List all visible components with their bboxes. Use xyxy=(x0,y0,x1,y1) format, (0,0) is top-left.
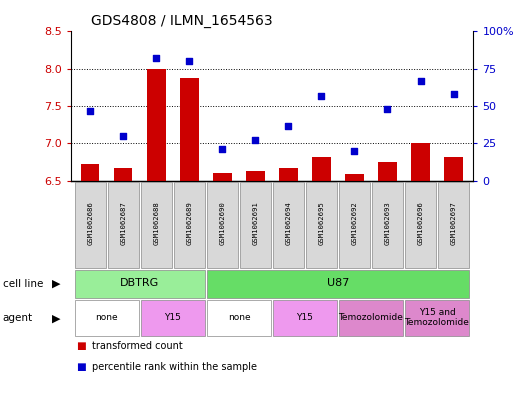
Text: percentile rank within the sample: percentile rank within the sample xyxy=(92,362,256,372)
Point xyxy=(119,133,128,139)
Bar xyxy=(246,171,265,181)
Text: GSM1062691: GSM1062691 xyxy=(253,201,258,245)
FancyBboxPatch shape xyxy=(305,182,337,268)
Bar xyxy=(115,168,132,181)
Text: ▶: ▶ xyxy=(52,279,61,289)
Point xyxy=(383,106,392,112)
FancyBboxPatch shape xyxy=(141,182,172,268)
FancyBboxPatch shape xyxy=(272,300,337,336)
Text: Y15: Y15 xyxy=(297,313,313,322)
Point xyxy=(317,92,326,99)
FancyBboxPatch shape xyxy=(372,182,403,268)
Point xyxy=(449,91,458,97)
Text: U87: U87 xyxy=(327,278,349,288)
Text: GSM1062688: GSM1062688 xyxy=(153,201,160,245)
Text: GSM1062690: GSM1062690 xyxy=(220,201,225,245)
Text: none: none xyxy=(228,313,251,322)
Text: GSM1062696: GSM1062696 xyxy=(417,201,424,245)
Point xyxy=(350,148,359,154)
Text: Y15: Y15 xyxy=(165,313,181,322)
Text: ■: ■ xyxy=(76,341,86,351)
Text: none: none xyxy=(96,313,118,322)
Text: GSM1062686: GSM1062686 xyxy=(87,201,94,245)
FancyBboxPatch shape xyxy=(75,300,139,336)
Text: ▶: ▶ xyxy=(52,313,61,323)
FancyBboxPatch shape xyxy=(405,182,436,268)
FancyBboxPatch shape xyxy=(207,270,469,298)
Point xyxy=(416,77,425,84)
FancyBboxPatch shape xyxy=(174,182,206,268)
Text: transformed count: transformed count xyxy=(92,341,183,351)
Point xyxy=(251,137,259,143)
Text: GSM1062692: GSM1062692 xyxy=(351,201,358,245)
FancyBboxPatch shape xyxy=(141,300,206,336)
Bar xyxy=(412,143,429,181)
Bar xyxy=(445,157,462,181)
Point xyxy=(86,107,95,114)
Bar xyxy=(180,78,199,181)
Point xyxy=(185,58,194,64)
Text: GSM1062697: GSM1062697 xyxy=(450,201,457,245)
Bar xyxy=(279,168,298,181)
Bar xyxy=(345,174,363,181)
Text: Temozolomide: Temozolomide xyxy=(338,313,403,322)
FancyBboxPatch shape xyxy=(75,182,106,268)
Text: DBTRG: DBTRG xyxy=(120,278,160,288)
FancyBboxPatch shape xyxy=(207,300,271,336)
FancyBboxPatch shape xyxy=(240,182,271,268)
FancyBboxPatch shape xyxy=(438,182,469,268)
Text: GSM1062687: GSM1062687 xyxy=(120,201,127,245)
FancyBboxPatch shape xyxy=(108,182,139,268)
Text: Y15 and
Temozolomide: Y15 and Temozolomide xyxy=(405,308,470,327)
Bar xyxy=(379,162,396,181)
Text: agent: agent xyxy=(3,313,33,323)
FancyBboxPatch shape xyxy=(207,182,238,268)
Bar xyxy=(213,173,232,181)
Bar xyxy=(147,69,165,181)
FancyBboxPatch shape xyxy=(338,300,403,336)
Text: GDS4808 / ILMN_1654563: GDS4808 / ILMN_1654563 xyxy=(91,14,272,28)
Text: cell line: cell line xyxy=(3,279,43,289)
FancyBboxPatch shape xyxy=(338,182,370,268)
Point xyxy=(152,55,161,61)
Bar xyxy=(312,157,331,181)
Bar xyxy=(82,163,99,181)
Text: GSM1062693: GSM1062693 xyxy=(384,201,391,245)
FancyBboxPatch shape xyxy=(405,300,469,336)
Point xyxy=(285,122,293,129)
Text: ■: ■ xyxy=(76,362,86,372)
Text: GSM1062694: GSM1062694 xyxy=(286,201,291,245)
Text: GSM1062689: GSM1062689 xyxy=(186,201,192,245)
Text: GSM1062695: GSM1062695 xyxy=(319,201,324,245)
Point xyxy=(218,146,226,152)
FancyBboxPatch shape xyxy=(75,270,206,298)
FancyBboxPatch shape xyxy=(272,182,304,268)
